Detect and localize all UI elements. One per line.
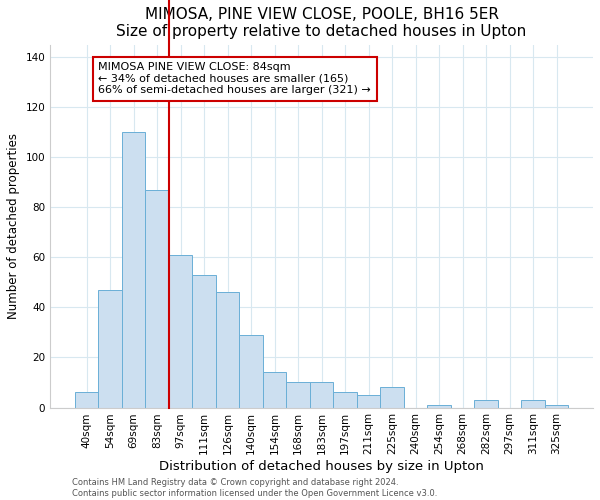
Text: MIMOSA PINE VIEW CLOSE: 84sqm
← 34% of detached houses are smaller (165)
66% of : MIMOSA PINE VIEW CLOSE: 84sqm ← 34% of d… (98, 62, 371, 96)
Bar (193, 275, 216, 407)
Bar (122, 132, 145, 407)
Bar (145, 190, 169, 408)
Bar (263, 372, 286, 408)
Bar (75, 392, 98, 407)
Bar (334, 392, 357, 407)
Bar (521, 400, 545, 407)
Bar (98, 290, 122, 408)
Y-axis label: Number of detached properties: Number of detached properties (7, 133, 20, 319)
Title: MIMOSA, PINE VIEW CLOSE, POOLE, BH16 5ER
Size of property relative to detached h: MIMOSA, PINE VIEW CLOSE, POOLE, BH16 5ER… (116, 7, 527, 40)
Bar (216, 292, 239, 408)
Bar (380, 388, 404, 407)
Bar (545, 405, 568, 407)
Bar (286, 382, 310, 407)
Bar (169, 255, 193, 408)
Bar (357, 395, 380, 407)
Bar (475, 400, 498, 407)
Text: Contains HM Land Registry data © Crown copyright and database right 2024.
Contai: Contains HM Land Registry data © Crown c… (72, 478, 437, 498)
Bar (310, 382, 334, 407)
Bar (427, 405, 451, 407)
X-axis label: Distribution of detached houses by size in Upton: Distribution of detached houses by size … (159, 460, 484, 473)
Bar (239, 335, 263, 407)
